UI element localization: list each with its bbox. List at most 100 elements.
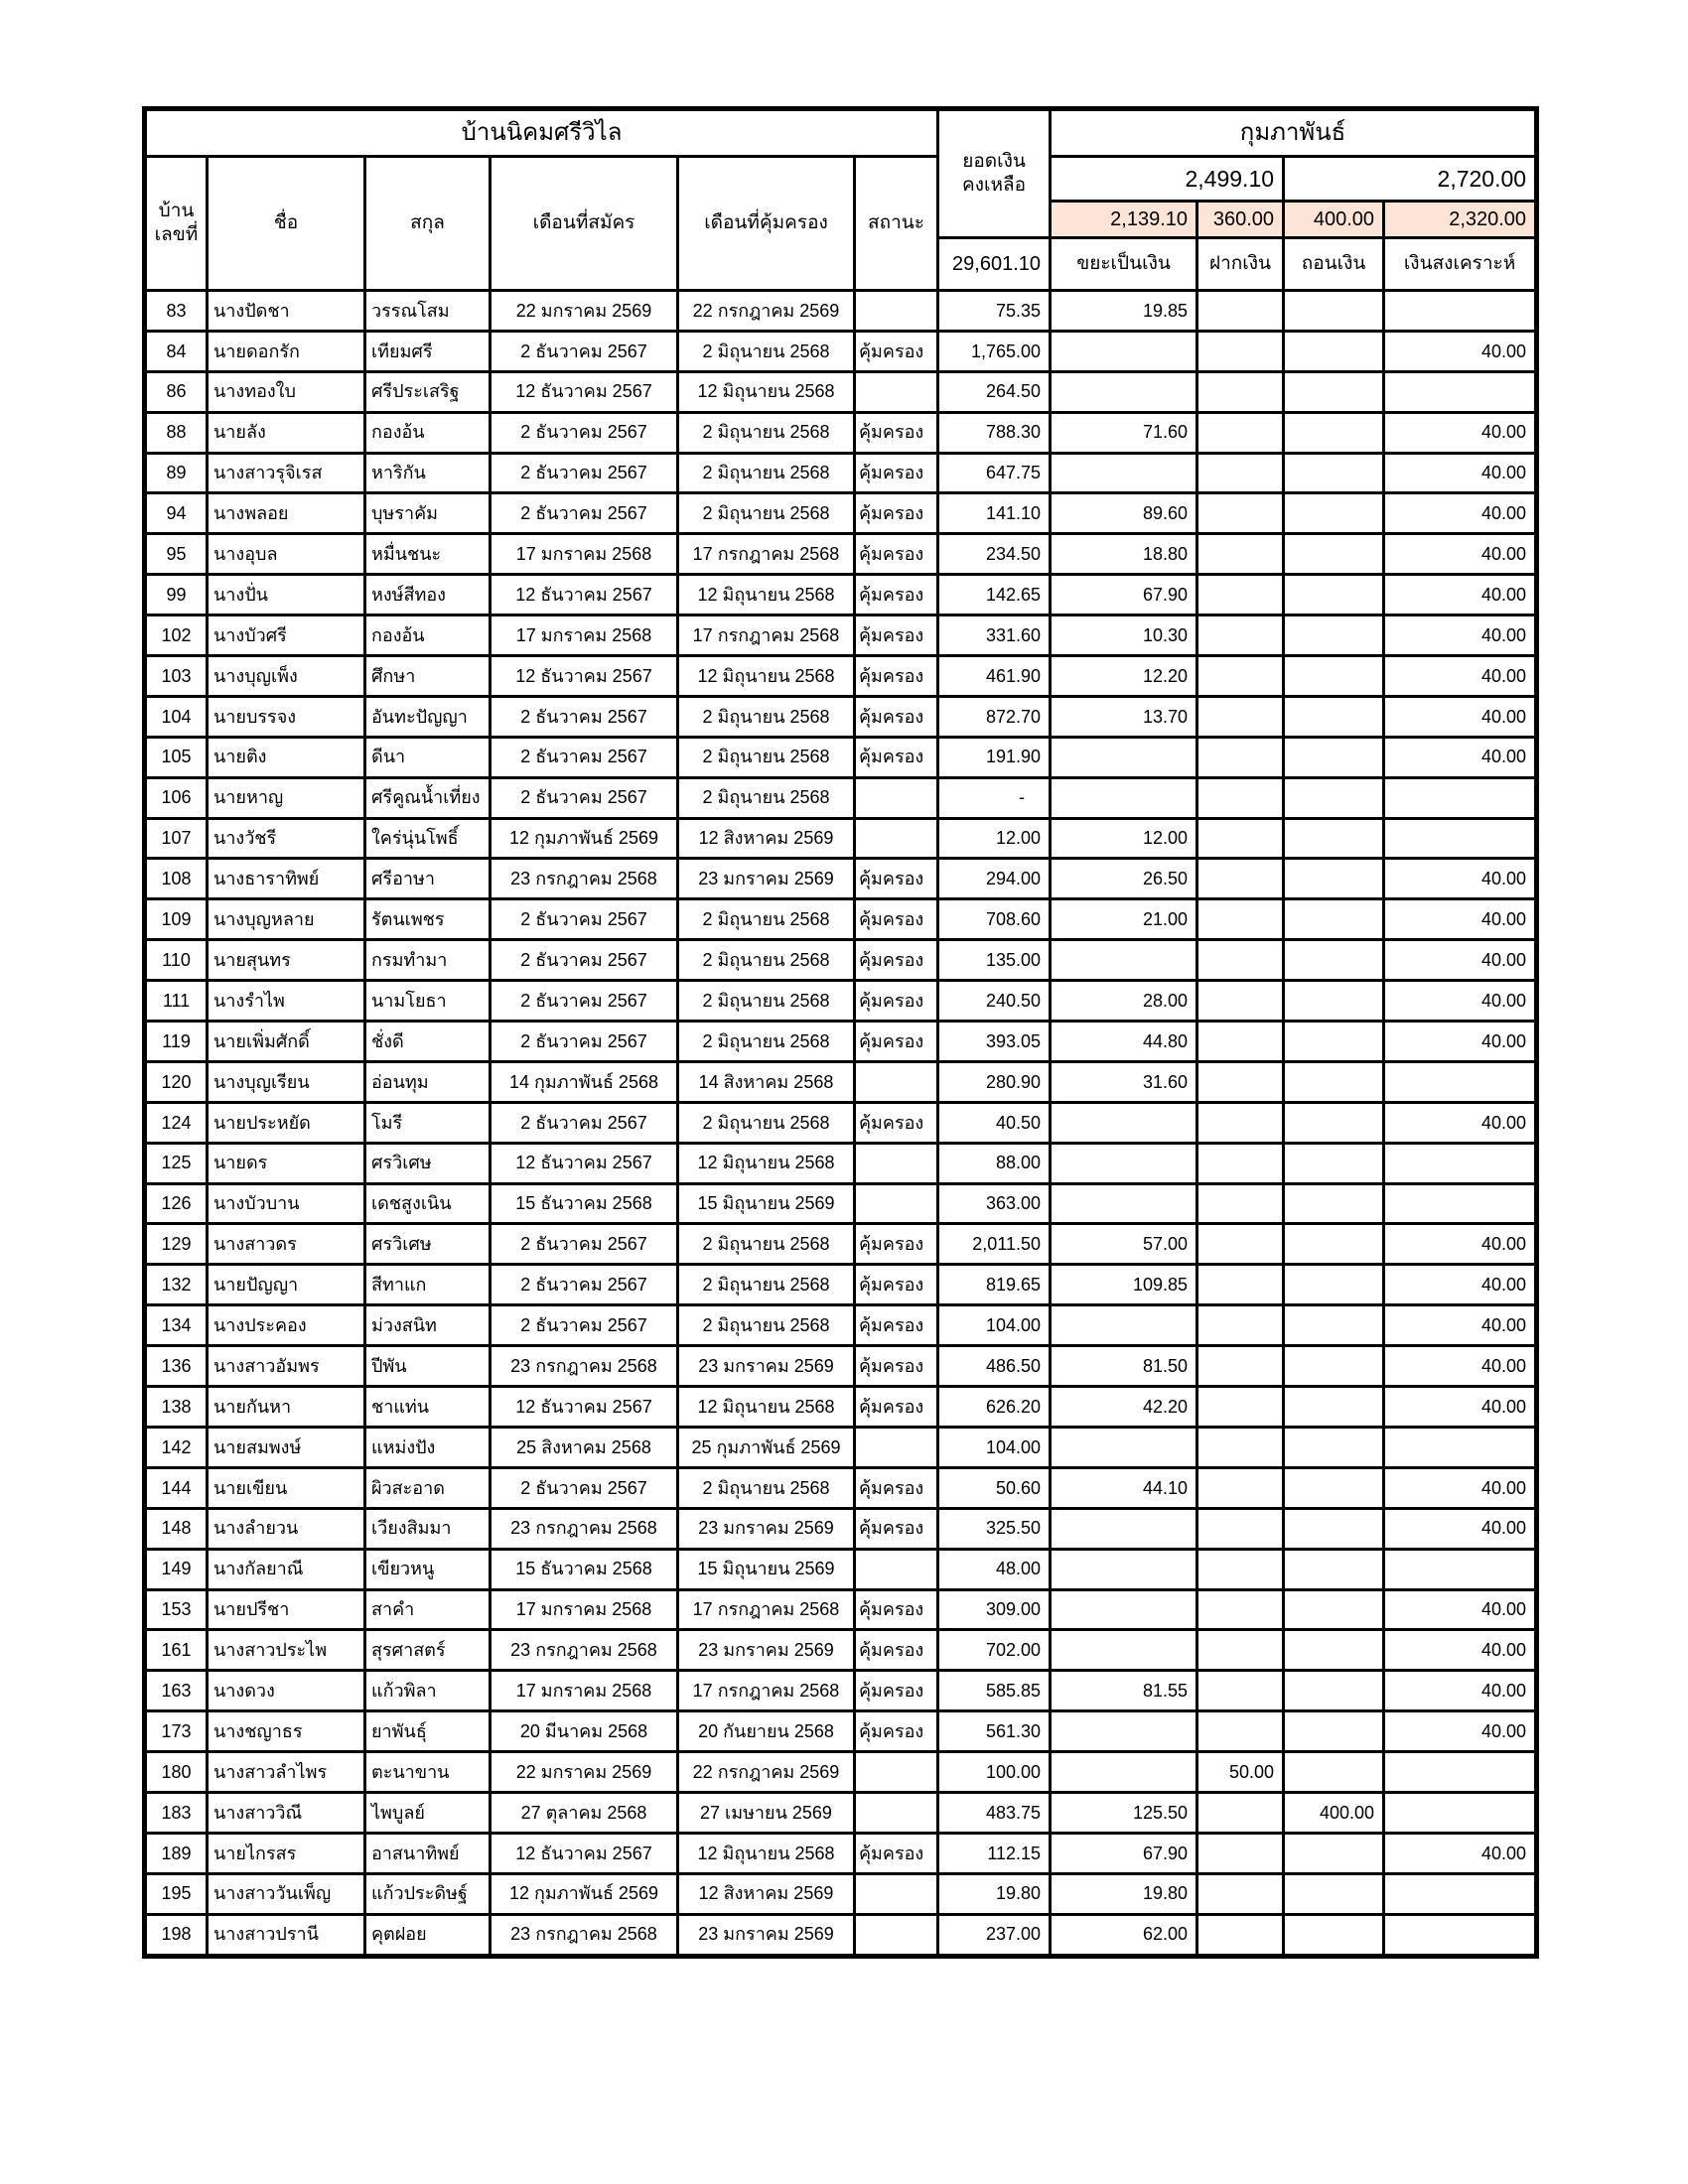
member-ledger-table: บ้านนิคมศรีวิไล ยอดเงิน คงเหลือ กุมภาพัน… (142, 106, 1540, 1959)
cover-month-cell: 12 มิถุนายน 2568 (676, 654, 856, 698)
waste-money-cell: 44.80 (1049, 1020, 1199, 1063)
house-no-cell: 183 (143, 1790, 209, 1835)
waste-money-cell: 44.10 (1049, 1465, 1199, 1510)
withdraw-cell (1282, 1628, 1386, 1673)
status-cell: คุ้มครอง (852, 1587, 940, 1632)
last-name-cell: บุษราคัม (363, 491, 492, 536)
status-cell (852, 1181, 940, 1226)
deposit-cell (1196, 857, 1286, 901)
first-name-cell: นางบุญหลาย (206, 897, 366, 942)
deposit-cell (1196, 1263, 1286, 1307)
apply-month-cell: 2 ธันวาคม 2567 (489, 979, 679, 1024)
cover-month-cell: 12 มิถุนายน 2568 (676, 1831, 856, 1875)
last-name-cell: หมื่นชนะ (363, 532, 492, 577)
month-header: กุมภาพันธ์ (1049, 107, 1539, 158)
last-name-cell: กองอ้น (363, 410, 492, 455)
cover-month-cell: 2 มิถุนายน 2568 (676, 775, 856, 820)
deposit-cell (1196, 1059, 1286, 1104)
withdraw-cell (1282, 1709, 1386, 1754)
balance-cell: 393.05 (936, 1020, 1053, 1063)
apply-month-cell: 2 ธันวาคม 2567 (489, 1222, 679, 1267)
status-cell (852, 369, 940, 414)
waste-money-cell (1049, 1506, 1199, 1551)
last-name-cell: โมรี (363, 1100, 492, 1145)
apply-month-cell: 12 ธันวาคม 2567 (489, 369, 679, 414)
balance-cell: 141.10 (936, 491, 1053, 536)
first-name-cell: นายกันหา (206, 1385, 366, 1429)
deposit-cell (1196, 491, 1286, 536)
first-name-cell: นายบรรจง (206, 694, 366, 739)
last-name-cell: สาคำ (363, 1587, 492, 1632)
aid-cell: 40.00 (1382, 897, 1539, 942)
status-cell: คุ้มครอง (852, 654, 940, 698)
house-no-header-line2: เลขที่ (154, 224, 199, 245)
house-no-cell: 111 (143, 979, 209, 1024)
waste-money-cell (1049, 1587, 1199, 1632)
waste-money-cell: 12.00 (1049, 816, 1199, 861)
member-row: 173 นางชญาธร ยาพันธุ์ 20 มีนาคม 2568 20 กันย… (143, 1709, 1539, 1754)
village-title: บ้านนิคมศรีวิไล (142, 107, 940, 158)
waste-money-cell: 81.55 (1049, 1669, 1199, 1713)
balance-cell: 240.50 (936, 979, 1053, 1024)
cover-month-cell: 2 มิถุนายน 2568 (676, 694, 856, 739)
waste-money-cell (1049, 1181, 1199, 1226)
balance-cell: 48.00 (936, 1547, 1053, 1591)
waste-money-cell (1049, 1100, 1199, 1145)
status-cell (852, 1141, 940, 1185)
deposit-cell (1196, 1871, 1286, 1916)
waste-money-cell (1049, 1709, 1199, 1754)
member-row: 189 นายไกรสร อาสนาทิพย์ 12 ธันวาคม 2567 12 ม… (143, 1831, 1539, 1875)
withdraw-cell (1282, 1547, 1386, 1591)
cover-month-cell: 2 มิถุนายน 2568 (676, 1465, 856, 1510)
deposit-cell (1196, 1790, 1286, 1835)
aid-cell: 40.00 (1382, 1506, 1539, 1551)
aid-cell (1382, 775, 1539, 820)
house-no-cell: 105 (143, 735, 209, 779)
withdraw-cell (1282, 614, 1386, 658)
apply-month-cell: 12 ธันวาคม 2567 (489, 1141, 679, 1185)
status-cell (852, 289, 940, 333)
last-name-cell: อันทะปัญญา (363, 694, 492, 739)
status-cell: คุ้มครอง (852, 451, 940, 495)
balance-cell: 819.65 (936, 1263, 1053, 1307)
first-name-cell: นางทองใบ (206, 369, 366, 414)
member-row: 88 นายลัง กองอ้น 2 ธันวาคม 2567 2 มิถุนายน 2… (143, 410, 1539, 455)
waste-money-cell: 81.50 (1049, 1344, 1199, 1389)
last-name-cell: ศึกษา (363, 654, 492, 698)
cover-month-cell: 2 มิถุนายน 2568 (676, 1263, 856, 1307)
status-cell: คุ้มครอง (852, 1669, 940, 1713)
withdraw-cell (1282, 1750, 1386, 1794)
cover-month-cell: 17 กรกฎาคม 2568 (676, 532, 856, 577)
house-no-cell: 106 (143, 775, 209, 820)
withdraw-cell (1282, 1100, 1386, 1145)
aid-cell: 40.00 (1382, 451, 1539, 495)
member-row: 142 นายสมพงษ์ แหม่งปัง 25 สิงหาคม 2568 25 กุ… (143, 1425, 1539, 1469)
apply-month-cell: 25 สิงหาคม 2568 (489, 1425, 679, 1469)
aid-cell: 40.00 (1382, 654, 1539, 698)
status-cell: คุ้มครอง (852, 897, 940, 942)
deposit-cell (1196, 614, 1286, 658)
deposit-cell (1196, 1547, 1286, 1591)
apply-month-cell: 2 ธันวาคม 2567 (489, 410, 679, 455)
apply-month-cell: 2 ธันวาคม 2567 (489, 694, 679, 739)
status-cell: คุ้มครอง (852, 1222, 940, 1267)
house-no-cell: 119 (143, 1020, 209, 1063)
balance-cell: 331.60 (936, 614, 1053, 658)
member-row: 195 นางสาววันเพ็ญ แก้วประดิษฐ์ 12 กุมภาพันธ… (143, 1871, 1539, 1916)
cover-month-cell: 2 มิถุนายน 2568 (676, 491, 856, 536)
withdraw-column-header: ถอนเงิน (1282, 236, 1386, 292)
house-no-cell: 94 (143, 491, 209, 536)
balance-cell: 191.90 (936, 735, 1053, 779)
first-name-cell: นางสาวประไพ (206, 1628, 366, 1673)
withdraw-cell (1282, 1059, 1386, 1104)
member-row: 138 นายกันหา ชาแท่น 12 ธันวาคม 2567 12 มิถุน… (143, 1385, 1539, 1429)
last-name-cell: กรมทำมา (363, 938, 492, 983)
house-no-cell: 99 (143, 573, 209, 617)
status-cell: คุ้มครอง (852, 1385, 940, 1429)
first-name-cell: นางสาวอัมพร (206, 1344, 366, 1389)
status-cell: คุ้มครอง (852, 1263, 940, 1307)
withdraw-cell (1282, 491, 1386, 536)
first-name-cell: นายเพิ่มศักดิ์ (206, 1020, 366, 1063)
first-name-cell: นายติง (206, 735, 366, 779)
deposit-cell (1196, 1222, 1286, 1267)
